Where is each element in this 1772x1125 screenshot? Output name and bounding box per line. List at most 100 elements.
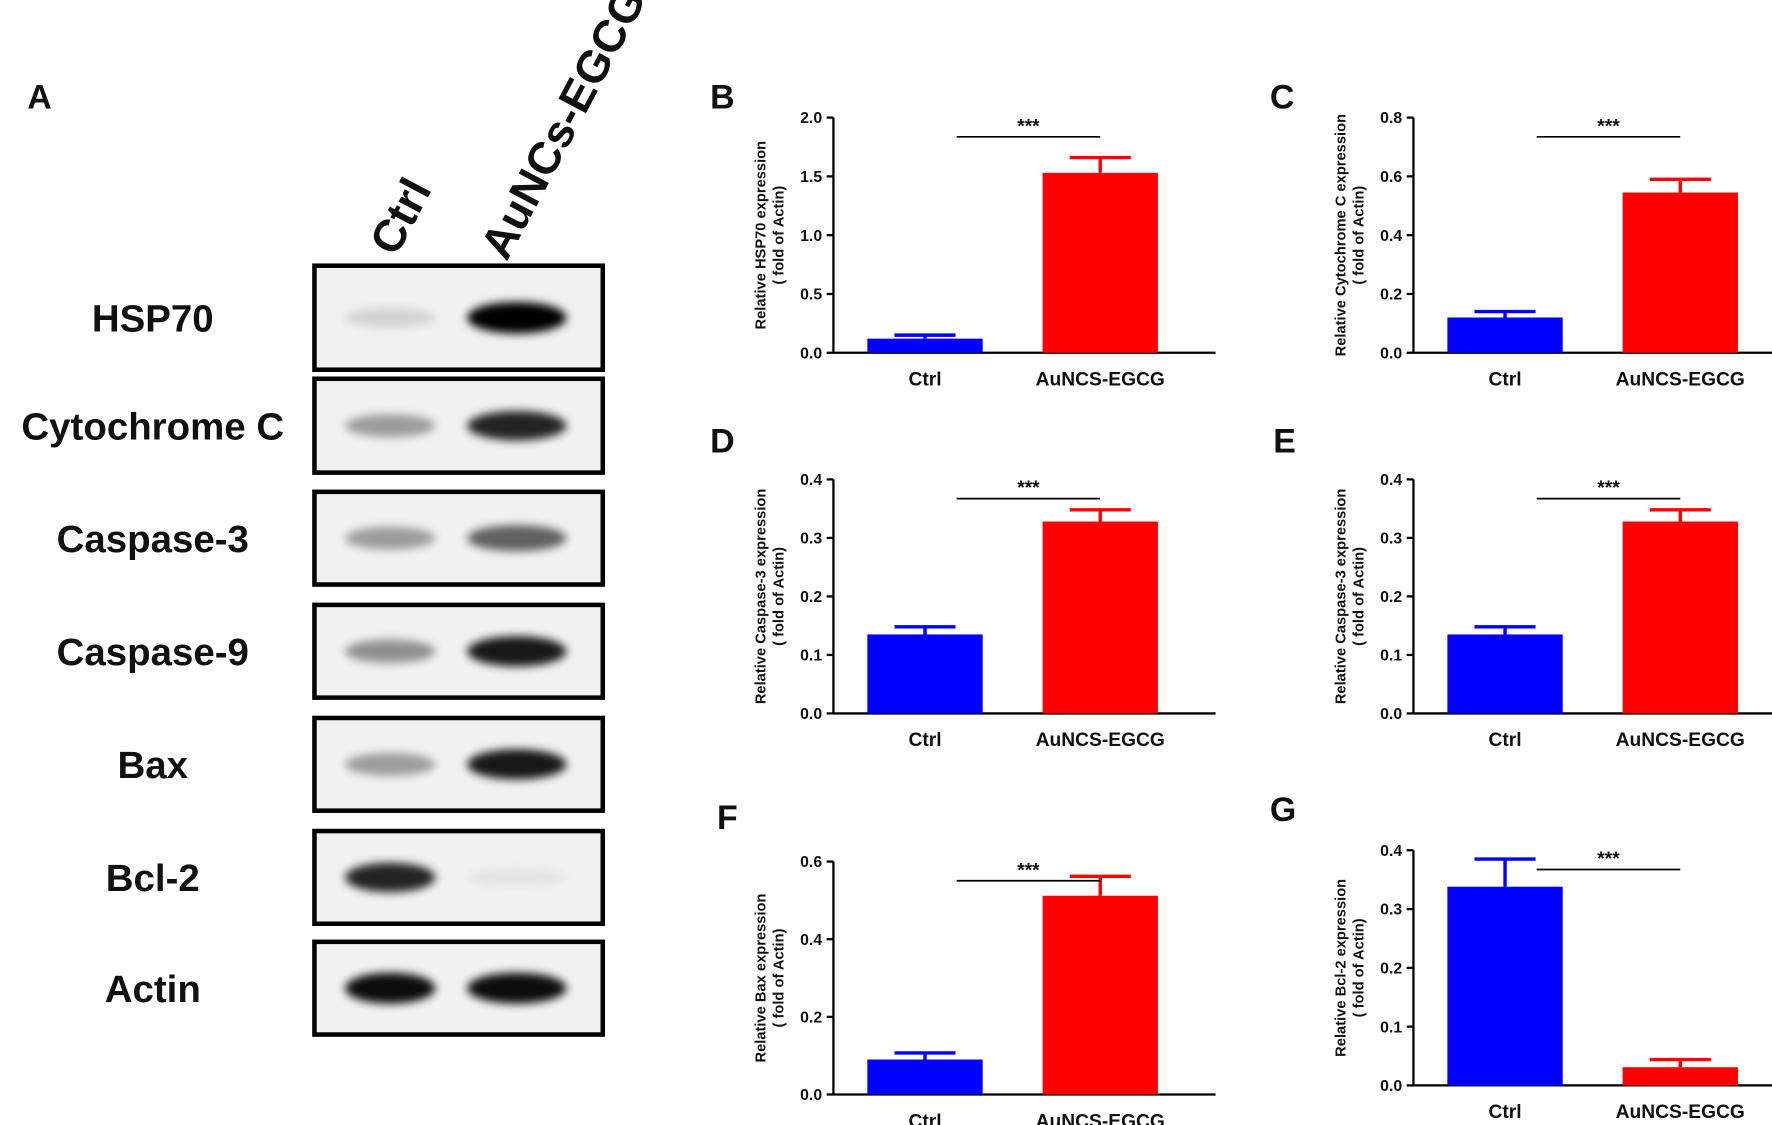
x-tick-label: Ctrl (1488, 370, 1521, 391)
y-axis-label: Relative Caspase-3 expression (1334, 489, 1350, 705)
lane-label: Ctrl (360, 170, 442, 263)
y-tick-label: 0.0 (1380, 706, 1402, 723)
y-tick-label: 0.4 (1380, 843, 1402, 860)
significance-label: *** (1017, 860, 1040, 881)
bar (1622, 1067, 1738, 1086)
y-tick-label: 0.3 (1380, 902, 1402, 919)
x-tick-label: Ctrl (908, 370, 941, 391)
y-tick-label: 0.4 (1380, 228, 1402, 245)
y-tick-label: 0.2 (1380, 589, 1402, 606)
panel-letter: C (1270, 79, 1295, 117)
x-tick-label: AuNCS-EGCG (1036, 370, 1165, 391)
y-tick-label: 0.6 (1380, 169, 1402, 186)
blot-band (467, 636, 567, 667)
panel-letter: B (710, 79, 735, 117)
bar (1622, 521, 1738, 714)
bar (867, 1059, 983, 1095)
y-tick-label: 0.1 (1380, 648, 1402, 665)
blot-row-label: Bcl-2 (106, 857, 200, 900)
bar (1447, 317, 1563, 353)
blot-band (467, 972, 567, 1004)
blot-row-label: Cytochrome C (21, 405, 284, 448)
bar (1042, 521, 1158, 714)
y-axis-label-note: ( fold of Actin) (1352, 186, 1368, 285)
x-tick-label: AuNCS-EGCG (1036, 1111, 1165, 1125)
y-tick-label: 0.8 (1380, 110, 1402, 127)
x-tick-label: Ctrl (908, 1111, 941, 1125)
y-tick-label: 0.2 (1380, 287, 1402, 304)
panel-letter: E (1273, 422, 1296, 460)
bar (1447, 634, 1563, 714)
y-tick-label: 0.4 (800, 932, 822, 949)
x-tick-label: Ctrl (908, 730, 941, 751)
blot-band (467, 410, 567, 441)
y-tick-label: 0.4 (1380, 472, 1402, 489)
blot-band (344, 307, 436, 328)
y-tick-label: 1.5 (800, 169, 822, 186)
blot-band (344, 752, 436, 776)
panel-letter: A (27, 79, 52, 117)
bar (1042, 172, 1158, 353)
bar (1622, 192, 1738, 353)
blot-band (467, 525, 567, 552)
y-tick-label: 0.0 (800, 1087, 822, 1104)
blot-row-label: Caspase-9 (57, 631, 249, 674)
y-axis-label: Relative HSP70 expression (754, 141, 770, 330)
y-axis-label: Relative Caspase-3 expression (754, 489, 770, 705)
significance-label: *** (1017, 478, 1040, 499)
y-tick-label: 0.4 (800, 472, 822, 489)
blot-band (467, 301, 567, 334)
blot-row-label: Bax (118, 744, 189, 787)
y-tick-label: 0.3 (1380, 531, 1402, 548)
significance-label: *** (1597, 478, 1620, 499)
x-tick-label: Ctrl (1488, 730, 1521, 751)
y-tick-label: 0.1 (1380, 1019, 1402, 1036)
panel-letter: F (717, 799, 738, 837)
blot-band (344, 972, 436, 1004)
y-tick-label: 0.2 (800, 589, 822, 606)
x-tick-label: AuNCS-EGCG (1616, 1102, 1745, 1123)
y-tick-label: 0.2 (1380, 960, 1402, 977)
blot-band (344, 414, 436, 438)
blot-band (344, 526, 436, 550)
bar (1042, 895, 1158, 1095)
y-tick-label: 2.0 (800, 110, 822, 127)
y-axis-label: Relative Cytochrome C expression (1334, 114, 1350, 356)
bar (867, 338, 983, 353)
significance-label: *** (1017, 116, 1040, 137)
y-tick-label: 0.6 (800, 854, 822, 871)
y-axis-label-note: ( fold of Actin) (772, 547, 788, 646)
y-tick-label: 0.0 (800, 345, 822, 362)
panel-letter: D (710, 422, 735, 460)
y-tick-label: 0.5 (800, 287, 822, 304)
y-axis-label-note: ( fold of Actin) (772, 928, 788, 1027)
blot-band (467, 749, 567, 780)
blot-band (344, 862, 436, 893)
y-axis-label-note: ( fold of Actin) (1352, 918, 1368, 1017)
blot-row-label: Caspase-3 (57, 518, 249, 561)
x-tick-label: AuNCS-EGCG (1036, 730, 1165, 751)
y-tick-label: 0.1 (800, 648, 822, 665)
y-tick-label: 1.0 (800, 228, 822, 245)
blot-row-label: Actin (105, 968, 201, 1011)
x-tick-label: AuNCS-EGCG (1616, 370, 1745, 391)
bar (1447, 886, 1563, 1086)
y-axis-label: Relative Bax expression (754, 893, 770, 1062)
blot-band (344, 639, 436, 664)
y-axis-label-note: ( fold of Actin) (1352, 547, 1368, 646)
blot-band (467, 868, 567, 887)
blot-row-label: HSP70 (92, 297, 214, 340)
y-tick-label: 0.0 (1380, 345, 1402, 362)
x-tick-label: AuNCS-EGCG (1616, 730, 1745, 751)
panel-letter: G (1270, 791, 1296, 829)
y-axis-label-note: ( fold of Actin) (772, 186, 788, 285)
lane-label: AuNCs-EGCG (470, 0, 655, 267)
significance-label: *** (1597, 849, 1620, 870)
y-axis-label: Relative Bcl-2 expression (1334, 879, 1350, 1057)
x-tick-label: Ctrl (1488, 1102, 1521, 1123)
y-tick-label: 0.0 (800, 706, 822, 723)
y-tick-label: 0.0 (1380, 1078, 1402, 1095)
y-tick-label: 0.3 (800, 531, 822, 548)
